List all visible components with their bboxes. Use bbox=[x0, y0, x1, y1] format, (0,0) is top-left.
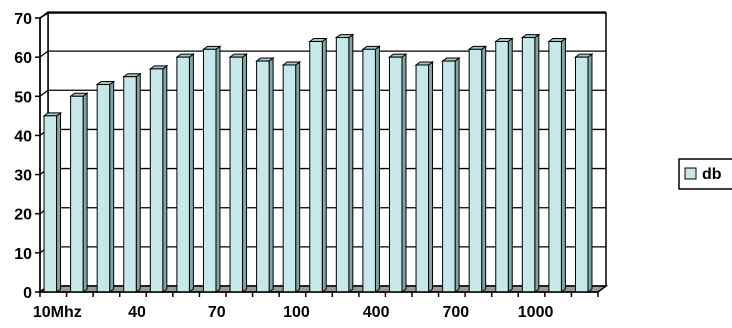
y-tick-label: 30 bbox=[14, 168, 32, 185]
y-tick-label: 70 bbox=[14, 11, 32, 28]
bar bbox=[334, 33, 355, 293]
bar-side bbox=[268, 57, 274, 293]
bar-front bbox=[123, 76, 137, 293]
y-axis-ticks: 0 10 20 30 40 50 60 70 bbox=[14, 11, 40, 302]
x-tick-label: 700 bbox=[443, 304, 470, 321]
bar bbox=[387, 53, 408, 293]
bar bbox=[573, 53, 594, 293]
bar bbox=[281, 60, 302, 293]
gridline bbox=[39, 50, 606, 58]
bar-front bbox=[442, 60, 456, 293]
bar bbox=[255, 57, 275, 293]
bar-side bbox=[507, 37, 513, 293]
bar bbox=[520, 33, 541, 293]
bar-side bbox=[295, 60, 301, 293]
y-tick-label: 10 bbox=[14, 246, 32, 263]
bar-front bbox=[468, 48, 483, 293]
bar-front bbox=[202, 48, 217, 293]
y-tick-label: 50 bbox=[14, 89, 32, 106]
bar-front bbox=[362, 48, 376, 293]
gridline bbox=[39, 11, 606, 19]
bar bbox=[467, 45, 488, 293]
bar-side bbox=[534, 33, 540, 293]
bar bbox=[547, 37, 567, 293]
bar-side bbox=[135, 72, 141, 293]
bar bbox=[441, 57, 461, 293]
bar-side bbox=[481, 45, 487, 293]
bar bbox=[69, 92, 89, 293]
bar-front bbox=[309, 40, 323, 293]
bar-front bbox=[43, 115, 58, 293]
bar-front bbox=[495, 40, 509, 293]
y-tick-label: 40 bbox=[14, 128, 32, 145]
bar-side bbox=[56, 111, 62, 293]
bar-front bbox=[335, 37, 350, 293]
bar bbox=[148, 64, 169, 293]
bar-front bbox=[96, 84, 111, 293]
bar bbox=[201, 45, 222, 293]
bar-side bbox=[401, 53, 407, 293]
bar-side bbox=[162, 64, 168, 293]
bar bbox=[95, 80, 116, 293]
bar bbox=[175, 53, 195, 293]
bar-side bbox=[188, 53, 194, 293]
bar-side bbox=[109, 80, 115, 293]
bar bbox=[308, 37, 328, 293]
x-tick-label: 10Mhz bbox=[33, 304, 82, 321]
bar-front bbox=[415, 64, 430, 293]
x-tick-label: 400 bbox=[363, 304, 390, 321]
bar-front bbox=[229, 56, 244, 293]
y-tick-label: 20 bbox=[14, 207, 32, 224]
x-tick-label: 1000 bbox=[518, 304, 554, 321]
x-tick-label: 100 bbox=[283, 304, 310, 321]
bar-side bbox=[348, 33, 354, 293]
bar bbox=[228, 53, 249, 293]
x-axis-ticks: 10Mhz 40 70 100 400 700 1000 bbox=[33, 292, 599, 321]
bar-front bbox=[548, 40, 562, 293]
bar-front bbox=[176, 56, 190, 293]
y-tick-label: 60 bbox=[14, 50, 32, 67]
legend-label-db: db bbox=[702, 166, 722, 183]
bar bbox=[42, 111, 63, 293]
x-tick-label: 40 bbox=[128, 304, 146, 321]
bar-side bbox=[82, 92, 88, 293]
bar-side bbox=[215, 45, 221, 293]
bar-side bbox=[321, 37, 327, 293]
bar bbox=[494, 37, 514, 293]
bar-front bbox=[388, 56, 403, 293]
bar-side bbox=[587, 53, 593, 293]
bar-side bbox=[242, 53, 248, 293]
bar-side bbox=[454, 57, 460, 293]
bar-side bbox=[560, 37, 566, 293]
x-tick-label: 70 bbox=[208, 304, 226, 321]
bar-front bbox=[282, 64, 297, 293]
bar-side bbox=[428, 60, 434, 293]
bar-front bbox=[574, 56, 589, 293]
legend-swatch-db bbox=[684, 167, 697, 180]
bar-side bbox=[374, 45, 380, 293]
bar-front bbox=[521, 37, 536, 293]
bar-front bbox=[256, 60, 270, 293]
legend: db bbox=[678, 158, 732, 190]
y-tick-label: 0 bbox=[23, 285, 32, 302]
bar bbox=[414, 60, 435, 293]
bar bbox=[122, 72, 142, 293]
bar bbox=[361, 45, 381, 293]
bar-front bbox=[149, 68, 164, 293]
bar-front bbox=[70, 95, 84, 293]
